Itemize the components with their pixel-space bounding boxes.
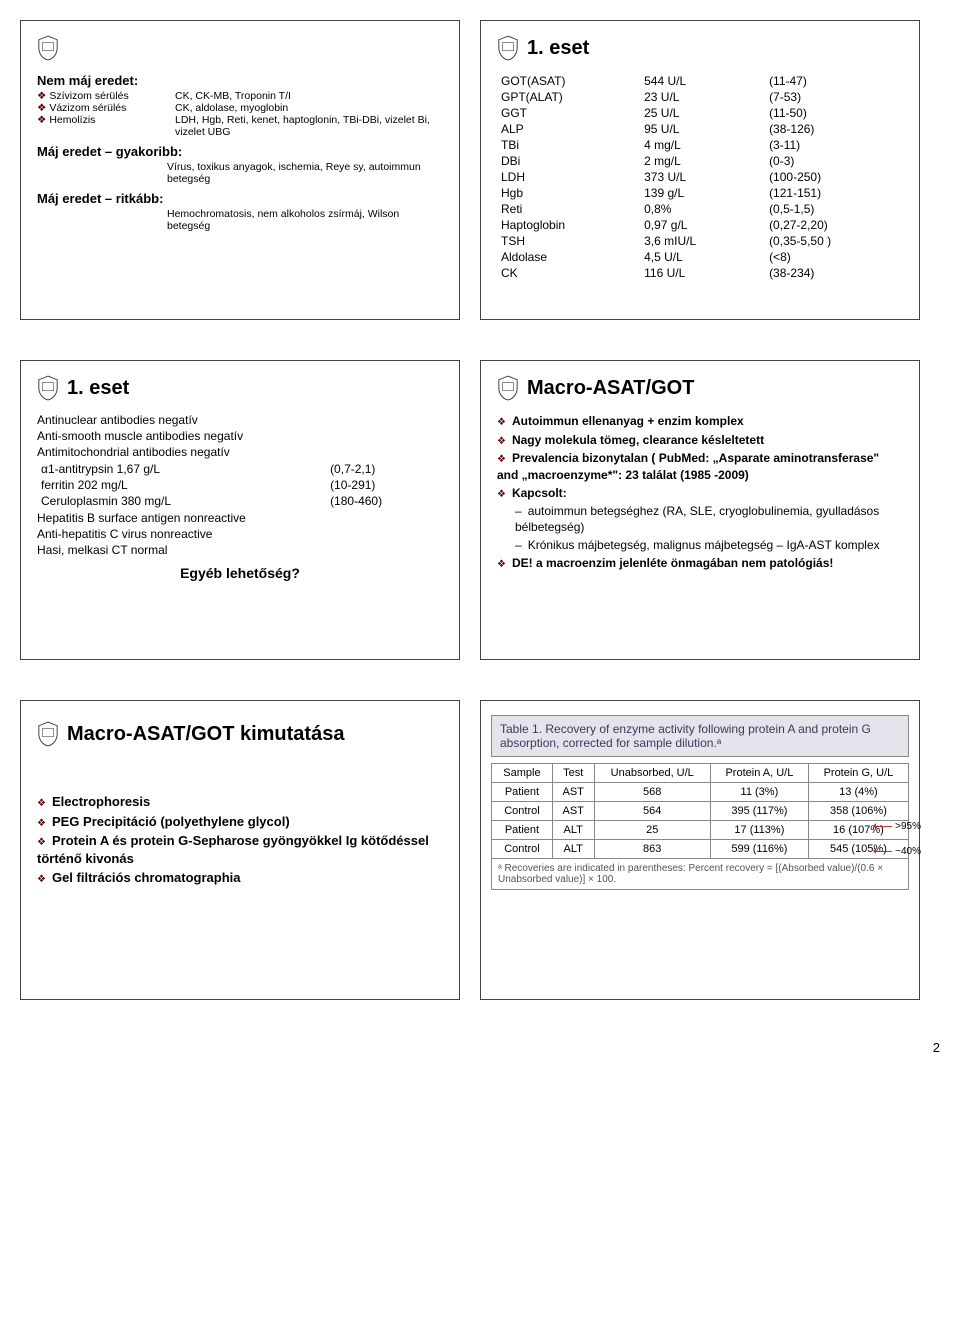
list-item: Kapcsolt: autoimmun betegséghez (RA, SLE… (497, 485, 903, 553)
list-item: Electrophoresis (37, 793, 443, 811)
slide-macro-detect: Macro-ASAT/GOT kimutatása Electrophoresi… (20, 700, 460, 1000)
table1-title: Table 1. Recovery of enzyme activity fol… (491, 715, 909, 757)
table-row: PatientALT2517 (113%)16 (107%) (492, 821, 909, 840)
slide-title: Macro-ASAT/GOT kimutatása (37, 721, 443, 747)
table-row: GGT25 U/L(11-50) (497, 105, 903, 121)
value: CK, CK-MB, Troponin T/I (175, 90, 443, 102)
table1: SampleTestUnabsorbed, U/LProtein A, U/LP… (491, 763, 909, 859)
crest-icon (37, 375, 59, 401)
crest-icon (37, 721, 59, 747)
list-item: PEG Precipitáció (polyethylene glycol) (37, 813, 443, 831)
question: Egyéb lehetőség? (37, 565, 443, 581)
line: Hepatitis B surface antigen nonreactive (37, 511, 443, 525)
label: ❖ Vázizom sérülés (37, 102, 167, 114)
table-row: α1-antitrypsin 1,67 g/L(0,7-2,1) (37, 461, 443, 477)
slide-macro-asat: Macro-ASAT/GOT Autoimmun ellenanyag + en… (480, 360, 920, 660)
slide-case1-labs: 1. eset GOT(ASAT)544 U/L(11-47)GPT(ALAT)… (480, 20, 920, 320)
value: CK, aldolase, myoglobin (175, 102, 443, 114)
nonliver-grid: ❖ Szívizom sérülés CK, CK-MB, Troponin T/… (37, 90, 443, 138)
table-row: Reti0,8%(0,5-1,5) (497, 201, 903, 217)
table-row: TSH3,6 mIU/L(0,35-5,50 ) (497, 233, 903, 249)
list-item: DE! a macroenzim jelenléte önmagában nem… (497, 555, 903, 572)
table-row: Ceruloplasmin 380 mg/L(180-460) (37, 493, 443, 509)
table1-footnote: ᵃ Recoveries are indicated in parenthese… (491, 859, 909, 890)
list-item: Prevalencia bizonytalan ( PubMed: „Aspar… (497, 450, 903, 483)
note-95: >95% (874, 821, 921, 832)
slide-nonliver: Nem máj eredet: ❖ Szívizom sérülés CK, CK… (20, 20, 460, 320)
slide-title: Macro-ASAT/GOT (497, 375, 903, 401)
table-row: ferritin 202 mg/L(10-291) (37, 477, 443, 493)
heading-liver-rare: Máj eredet – ritkább: (37, 191, 443, 206)
label: ❖ Hemolízis (37, 114, 167, 138)
page-number: 2 (20, 1040, 940, 1055)
slide-title (37, 35, 443, 61)
sub-item: Krónikus májbetegség, malignus májbetegs… (515, 537, 903, 553)
line: Antinuclear antibodies negatív (37, 413, 443, 427)
sub-item: autoimmun betegséghez (RA, SLE, cryoglob… (515, 503, 903, 535)
table-row: ALP95 U/L(38-126) (497, 121, 903, 137)
table-header-row: SampleTestUnabsorbed, U/LProtein A, U/LP… (492, 764, 909, 783)
slide-title: 1. eset (497, 35, 903, 61)
table-row: Hgb139 g/L(121-151) (497, 185, 903, 201)
table-row: PatientAST56811 (3%)13 (4%) (492, 783, 909, 802)
table-row: GOT(ASAT)544 U/L(11-47) (497, 73, 903, 89)
list-item: Autoimmun ellenanyag + enzim komplex (497, 413, 903, 430)
slide-table1: Table 1. Recovery of enzyme activity fol… (480, 700, 920, 1000)
lab-table: GOT(ASAT)544 U/L(11-47)GPT(ALAT)23 U/L(7… (497, 73, 903, 281)
row-1: Nem máj eredet: ❖ Szívizom sérülés CK, CK… (20, 20, 940, 320)
liver-common-text: Vírus, toxikus anyagok, ischemia, Reye s… (37, 161, 443, 185)
table-row: TBi4 mg/L(3-11) (497, 137, 903, 153)
table-row: Haptoglobin0,97 g/L(0,27-2,20) (497, 217, 903, 233)
slide-title: 1. eset (37, 375, 443, 401)
line: Hasi, melkasi CT normal (37, 543, 443, 557)
list-item: Protein A és protein G-Sepharose gyöngyö… (37, 832, 443, 867)
title-text: Macro-ASAT/GOT (527, 377, 694, 400)
table-row: DBi2 mg/L(0-3) (497, 153, 903, 169)
heading-nonliver: Nem máj eredet: (37, 73, 443, 88)
title-text: Macro-ASAT/GOT kimutatása (67, 723, 344, 746)
detect-bullets: Electrophoresis PEG Precipitáció (polyet… (37, 793, 443, 887)
title-text: 1. eset (67, 377, 129, 400)
table-row: ControlAST564395 (117%)358 (106%) (492, 802, 909, 821)
crest-icon (497, 35, 519, 61)
crest-icon (497, 375, 519, 401)
slide-case1-extra: 1. eset Antinuclear antibodies negatív A… (20, 360, 460, 660)
heading-liver-common: Máj eredet – gyakoribb: (37, 144, 443, 159)
row-3: Macro-ASAT/GOT kimutatása Electrophoresi… (20, 700, 940, 1000)
table-row: Aldolase4,5 U/L(<8) (497, 249, 903, 265)
line: Anti-hepatitis C virus nonreactive (37, 527, 443, 541)
table-row: ControlALT863599 (116%)545 (105%) (492, 840, 909, 859)
line: Anti-smooth muscle antibodies negatív (37, 429, 443, 443)
macro-bullets: Autoimmun ellenanyag + enzim komplex Nag… (497, 413, 903, 571)
row-2: 1. eset Antinuclear antibodies negatív A… (20, 360, 940, 660)
list-item: Gel filtrációs chromatographia (37, 869, 443, 887)
extra-pairs: α1-antitrypsin 1,67 g/L(0,7-2,1) ferriti… (37, 461, 443, 509)
table-row: CK116 U/L(38-234) (497, 265, 903, 281)
crest-icon (37, 35, 59, 61)
title-text: 1. eset (527, 37, 589, 60)
note-40: ~40% (874, 846, 921, 857)
value: LDH, Hgb, Reti, kenet, haptoglonin, TBi-… (175, 114, 443, 138)
liver-rare-text: Hemochromatosis, nem alkoholos zsírmáj, … (37, 208, 443, 232)
line: Antimitochondrial antibodies negatív (37, 445, 443, 459)
table-row: LDH373 U/L(100-250) (497, 169, 903, 185)
label: ❖ Szívizom sérülés (37, 90, 167, 102)
table-row: GPT(ALAT)23 U/L(7-53) (497, 89, 903, 105)
list-item: Nagy molekula tömeg, clearance késleltet… (497, 432, 903, 449)
